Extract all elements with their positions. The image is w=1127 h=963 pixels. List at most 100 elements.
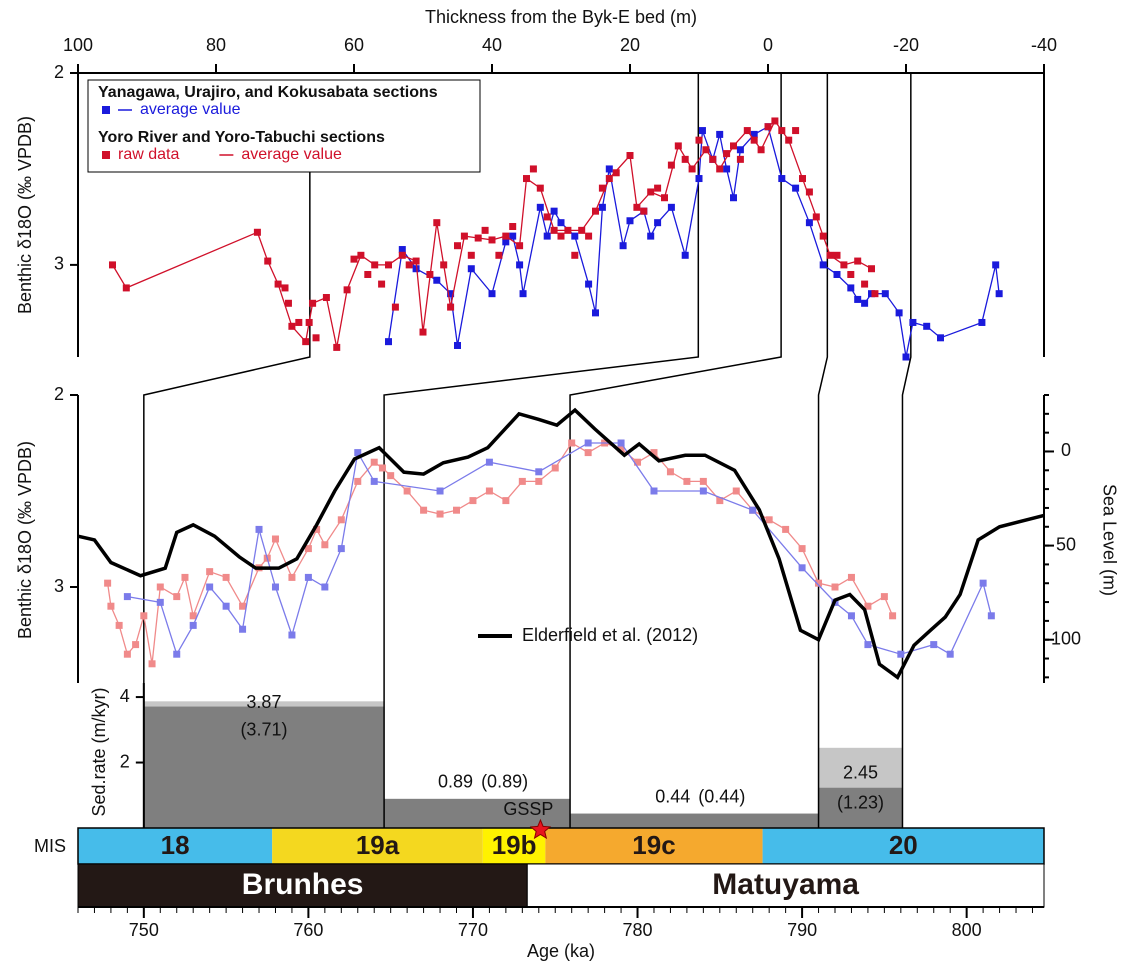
data-point [495,251,503,259]
y-tick-label: 3 [54,576,64,596]
data-point [467,251,475,259]
data-point [518,477,526,485]
tie-line [817,73,829,828]
data-point [598,184,606,192]
data-point [654,219,662,227]
polarity-label: Brunhes [242,868,364,901]
data-point [978,318,986,326]
data-point [405,261,413,269]
data-point [239,625,247,633]
data-point [847,612,855,620]
data-point [453,506,461,514]
data-point [634,458,642,466]
data-point [387,472,395,480]
bar-label: 0.89 [438,772,473,792]
data-point [749,506,757,514]
data-point [864,602,872,610]
mis-stage [482,828,546,864]
data-point [206,568,214,576]
tie-line [569,73,782,828]
data-point [750,130,758,138]
data-point [647,232,655,240]
data-point [815,579,823,587]
legend-group-title: Yanagawa, Urajiro, and Kokusabata sectio… [98,84,438,101]
data-point [683,477,691,485]
data-point [736,146,744,154]
data-point [871,290,879,298]
x-tick-label: 750 [129,920,159,940]
legend-label: average value [140,101,241,118]
data-point [189,612,197,620]
data-point [897,650,905,658]
data-point [115,621,123,629]
legend-box [87,79,481,173]
data-point [765,516,773,524]
data-point [350,255,358,263]
legend-marker [102,151,110,159]
bar-label: 0.44 [655,786,690,806]
data-point [995,290,1003,298]
data-point [792,127,800,135]
data-point [654,184,662,192]
mis-stage [78,828,273,864]
data-point [304,573,312,581]
polarity-chron [77,863,528,908]
data-point [864,641,872,649]
y2-tick-label: 0 [1061,440,1071,460]
data-point [619,242,627,250]
data-point [681,251,689,259]
data-point [295,318,303,326]
data-point [288,573,296,581]
bar-label: (0.44) [698,786,745,806]
mis-title: MIS [34,836,66,856]
bar-label: (1.23) [837,792,884,812]
data-point [469,497,477,505]
data-point [509,223,517,231]
data-point [481,226,489,234]
data-point [337,516,345,524]
sed-bar [818,787,903,828]
data-point [847,284,855,292]
data-point [385,338,392,346]
data-point [833,251,841,259]
x-tick-label: 760 [293,920,323,940]
data-point [598,203,606,211]
data-point [535,468,543,476]
data-point [281,284,289,292]
data-point [255,525,263,533]
data-point [181,573,189,581]
mis-stage [762,828,1044,864]
legend-label: average value [241,146,342,163]
data-point [992,261,1000,269]
data-point [666,468,674,476]
tie-line [901,73,912,828]
data-point [485,487,493,495]
data-point [420,506,428,514]
data-point [667,203,675,211]
data-point [436,487,444,495]
data-point [895,309,903,317]
data-point [433,276,441,284]
mis-stage [545,828,763,864]
data-point [485,458,493,466]
data-point [173,650,181,658]
y-axis-title: Benthic δ18O (‰ VPDB) [15,441,35,639]
x-tick-label: 780 [622,920,652,940]
data-point [792,184,800,192]
data-point [516,261,524,269]
data-point [454,341,461,349]
data-point [937,334,944,342]
data-point [805,188,813,196]
data-point [880,593,888,601]
data-point [454,242,461,250]
data-point [378,280,386,288]
data-point [304,545,312,553]
data-point [640,207,648,215]
data-point [979,579,987,587]
data-point [723,165,731,173]
data-point [695,136,703,144]
data-point [798,545,806,553]
data-point [337,545,345,553]
x-tick-label: 790 [787,920,817,940]
